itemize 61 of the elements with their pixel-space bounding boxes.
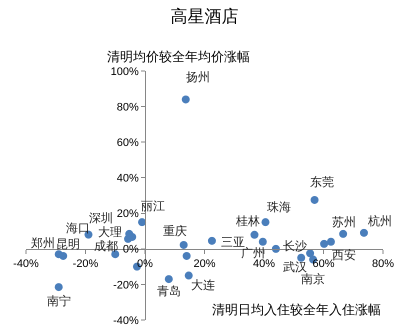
point bbox=[261, 218, 270, 226]
annotation: 大理 bbox=[98, 225, 122, 239]
point bbox=[184, 272, 193, 280]
point bbox=[54, 283, 63, 292]
y-tick-label: 20% bbox=[116, 208, 140, 220]
x-tick-label: -20% bbox=[72, 258, 99, 270]
x-tick-label: -40% bbox=[13, 258, 40, 270]
annotation: 成都 bbox=[94, 239, 118, 253]
annotation: 扬州 bbox=[186, 70, 210, 84]
point bbox=[124, 234, 132, 243]
annotation: 武汉 bbox=[283, 260, 307, 274]
point bbox=[250, 230, 258, 239]
point bbox=[180, 240, 188, 249]
point bbox=[310, 196, 319, 204]
x-tick-label: 60% bbox=[312, 258, 335, 270]
point bbox=[164, 275, 173, 284]
x-tick-label: 40% bbox=[252, 258, 276, 270]
point bbox=[59, 252, 68, 260]
annotation: 郑州 bbox=[31, 236, 55, 250]
annotation: 西安 bbox=[332, 248, 356, 262]
annotation: 青岛 bbox=[157, 284, 181, 298]
annotation: 丽江 bbox=[141, 199, 165, 213]
annotation: 东莞 bbox=[310, 175, 334, 189]
annotation: 昆明 bbox=[56, 237, 80, 251]
point bbox=[182, 252, 191, 260]
annotation: 南京 bbox=[301, 272, 325, 286]
point bbox=[182, 95, 190, 104]
point bbox=[297, 254, 306, 262]
annotation: 珠海 bbox=[267, 200, 291, 214]
point bbox=[258, 238, 267, 246]
point bbox=[320, 240, 328, 248]
annotation: 南宁 bbox=[47, 294, 71, 308]
annotation: 杭州 bbox=[367, 214, 392, 228]
x-tick-label: 20% bbox=[193, 258, 216, 270]
annotation: 海口 bbox=[66, 221, 90, 235]
annotation: 三亚 bbox=[221, 235, 245, 249]
point bbox=[306, 249, 314, 258]
y-tick-label: -20% bbox=[113, 279, 140, 292]
point bbox=[339, 230, 348, 238]
x-axis-title: 清明日均入住较全年入住涨幅 bbox=[212, 302, 381, 317]
y-axis-title: 清明均价较全年均价涨幅 bbox=[107, 49, 250, 64]
annotation: 深圳 bbox=[89, 211, 113, 225]
chart-title: 高星酒店 bbox=[170, 6, 238, 26]
y-tick-label: -40% bbox=[113, 314, 140, 327]
y-tick-label: 40% bbox=[116, 172, 140, 185]
x-tick-label: 0% bbox=[137, 258, 154, 270]
y-tick-label: 80% bbox=[116, 101, 140, 114]
point bbox=[360, 228, 368, 237]
annotation: 长沙 bbox=[283, 239, 307, 253]
annotation: 桂林 bbox=[235, 214, 260, 228]
annotation: 苏州 bbox=[332, 215, 356, 229]
y-tick-label: 100% bbox=[110, 66, 140, 78]
point bbox=[326, 238, 335, 246]
annotation: 大连 bbox=[191, 278, 215, 292]
annotation: 重庆 bbox=[163, 224, 187, 238]
annotation: 广州 bbox=[241, 246, 265, 260]
y-tick-label: 60% bbox=[116, 136, 140, 149]
x-tick-label: 80% bbox=[372, 258, 394, 270]
y-tick-label: 0% bbox=[122, 244, 140, 256]
point bbox=[138, 218, 146, 226]
point bbox=[208, 236, 216, 245]
